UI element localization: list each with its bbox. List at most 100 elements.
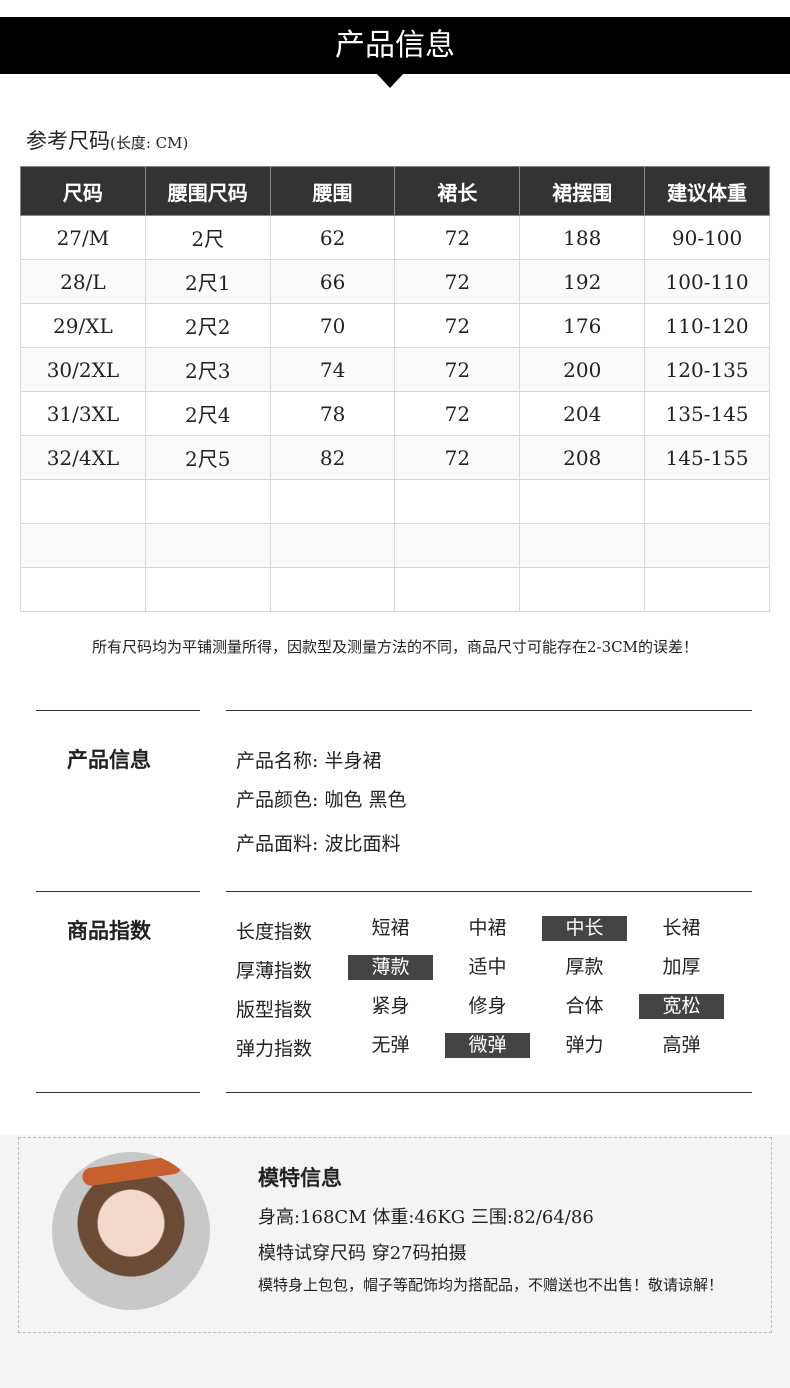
table-cell: 135-145: [644, 391, 770, 436]
table-cell: 2尺1: [144, 259, 271, 304]
headband: [81, 1155, 183, 1187]
table-row: [20, 567, 770, 612]
column-header: 尺码: [20, 166, 146, 216]
table-cell: 31/3XL: [20, 391, 146, 436]
index-option: 薄款: [348, 955, 433, 980]
table-cell: 30/2XL: [20, 347, 146, 392]
index-option: 修身: [468, 995, 507, 1017]
index-option: 短裙: [371, 917, 410, 939]
divider: [36, 710, 200, 711]
table-cell: 32/4XL: [20, 435, 146, 480]
table-cell: 72: [394, 391, 521, 436]
table-cell: 78: [269, 391, 396, 436]
table-cell: 110-120: [644, 303, 770, 348]
table-cell: 188: [519, 215, 646, 260]
index-option: 宽松: [639, 994, 724, 1019]
table-cell: [394, 523, 521, 568]
size-table: 尺码 腰围尺码 腰围 裙长 裙摆围 建议体重 27/M 2尺 62 72 188 90-100 28/…: [20, 166, 770, 612]
table-cell: 29/XL: [20, 303, 146, 348]
divider: [226, 891, 752, 892]
table-cell: 2尺3: [144, 347, 271, 392]
table-cell: 100-110: [644, 259, 770, 304]
model-note: 模特身上包包，帽子等配饰均为搭配品，不赠送也不出售！敬请谅解！: [258, 1276, 724, 1294]
column-header: 腰围尺码: [144, 166, 271, 216]
table-row: 28/L 2尺1 66 72 192 100-110: [20, 259, 770, 304]
table-cell: [519, 567, 646, 612]
table-cell: [144, 567, 271, 612]
index-option: 厚款: [565, 956, 604, 978]
table-cell: 120-135: [644, 347, 770, 392]
table-cell: 72: [394, 215, 521, 260]
index-option: 中裙: [468, 917, 507, 939]
table-cell: [644, 567, 770, 612]
table-cell: [20, 479, 146, 524]
column-header: 建议体重: [644, 166, 770, 216]
table-cell: 72: [394, 435, 521, 480]
table-row: 27/M 2尺 62 72 188 90-100: [20, 215, 770, 260]
index-option: 长裙: [662, 917, 701, 939]
table-cell: 2尺2: [144, 303, 271, 348]
banner-arrow: [376, 73, 404, 88]
table-cell: [20, 523, 146, 568]
model-stats: 身高:168CM 体重:46KG 三围:82/64/86: [258, 1207, 594, 1228]
table-cell: [144, 479, 271, 524]
table-cell: [394, 567, 521, 612]
table-cell: [269, 523, 396, 568]
table-row: 32/4XL 2尺5 82 72 208 145-155: [20, 435, 770, 480]
table-cell: [20, 567, 146, 612]
table-cell: 208: [519, 435, 646, 480]
table-cell: [394, 479, 521, 524]
index-option: 合体: [565, 995, 604, 1017]
column-header: 裙长: [394, 166, 521, 216]
table-row: 31/3XL 2尺4 78 72 204 135-145: [20, 391, 770, 436]
table-cell: [644, 523, 770, 568]
table-cell: 82: [269, 435, 396, 480]
index-option: 微弹: [445, 1033, 530, 1058]
table-row: 30/2XL 2尺3 74 72 200 120-135: [20, 347, 770, 392]
index-option: 加厚: [662, 956, 701, 978]
index-label: 版型指数: [236, 999, 313, 1021]
table-cell: 70: [269, 303, 396, 348]
model-box: [18, 1137, 772, 1333]
model-size: 模特试穿尺码 穿27码拍摄: [258, 1243, 467, 1264]
table-cell: [269, 567, 396, 612]
divider: [36, 891, 200, 892]
table-cell: 200: [519, 347, 646, 392]
index-option: 弹力: [565, 1034, 604, 1056]
table-cell: 176: [519, 303, 646, 348]
table-cell: 28/L: [20, 259, 146, 304]
table-row: [20, 523, 770, 568]
table-row: 29/XL 2尺2 70 72 176 110-120: [20, 303, 770, 348]
table-cell: 2尺5: [144, 435, 271, 480]
index-option: 中长: [542, 916, 627, 941]
table-cell: 62: [269, 215, 396, 260]
size-chart-heading: 参考尺码: [26, 129, 110, 153]
product-color: 产品颜色: 咖色 黑色: [236, 789, 407, 811]
model-title: 模特信息: [258, 1165, 342, 1190]
index-label: 厚薄指数: [236, 960, 313, 982]
table-cell: [269, 479, 396, 524]
table-cell: 2尺: [144, 215, 271, 260]
table-cell: [644, 479, 770, 524]
table-cell: [519, 479, 646, 524]
size-chart-title: 参考尺码(长度: CM): [26, 125, 188, 155]
table-cell: [144, 523, 271, 568]
table-cell: 72: [394, 347, 521, 392]
product-name: 产品名称: 半身裙: [236, 750, 382, 772]
table-cell: 204: [519, 391, 646, 436]
divider: [226, 1092, 752, 1093]
table-cell: 66: [269, 259, 396, 304]
table-cell: 74: [269, 347, 396, 392]
divider: [36, 1092, 200, 1093]
table-row: [20, 479, 770, 524]
banner-title: 产品信息: [0, 17, 790, 74]
column-header: 裙摆围: [519, 166, 646, 216]
column-header: 腰围: [269, 166, 396, 216]
product-info-title: 产品信息: [67, 747, 151, 772]
index-label: 弹力指数: [236, 1038, 313, 1060]
table-cell: 27/M: [20, 215, 146, 260]
size-chart-unit: (长度: CM): [110, 134, 189, 152]
index-label: 长度指数: [236, 921, 313, 943]
model-avatar: [52, 1152, 210, 1310]
table-cell: [519, 523, 646, 568]
